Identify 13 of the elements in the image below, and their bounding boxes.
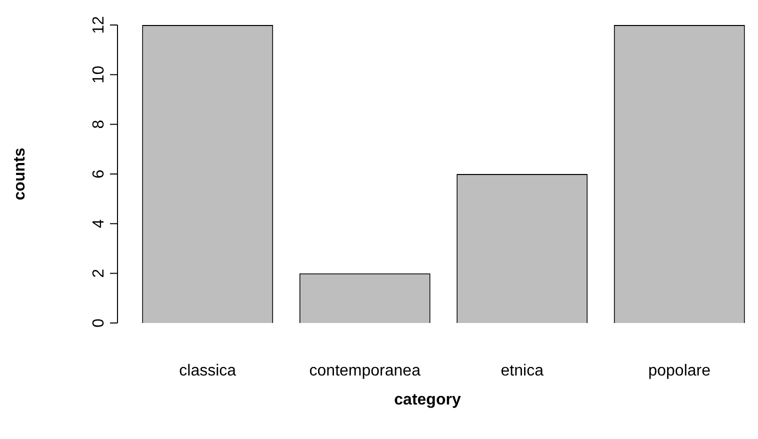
y-tick-label: 8 [90,120,108,129]
x-tick-label: popolare [648,362,711,380]
y-tick-label: 6 [90,169,108,178]
y-axis-title: counts [11,148,28,200]
y-tick-label: 10 [90,66,108,84]
y-tick-label: 12 [90,16,108,34]
x-tick-label: contemporanea [309,362,421,380]
y-tick-label: 4 [90,219,108,228]
y-tick-label: 2 [90,268,108,278]
x-axis-title: category [394,391,461,408]
x-tick-label: classica [179,362,236,380]
y-tick-label: 0 [90,318,108,328]
x-tick-label: etnica [500,362,544,380]
